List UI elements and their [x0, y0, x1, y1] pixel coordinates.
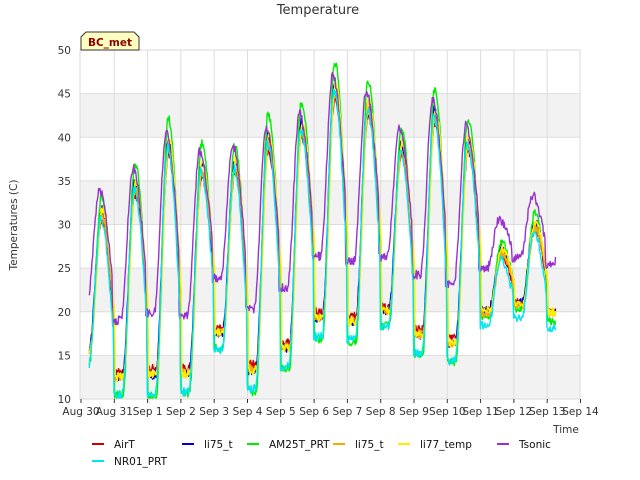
plot-frame — [79, 49, 581, 400]
x-tick-label: Sep 4 — [233, 406, 263, 418]
legend-label: Tsonic — [518, 439, 551, 451]
legend-label: AM25T_PRT — [269, 439, 330, 451]
x-tick-label: Sep 1 — [133, 406, 163, 418]
y-tick-label: 45 — [58, 89, 71, 101]
y-tick-label: 15 — [58, 350, 71, 362]
x-tick-label: Sep 9 — [399, 406, 429, 418]
x-tick-label: Sep 14 — [562, 406, 599, 418]
x-tick-label: Aug 31 — [96, 406, 133, 418]
x-tick-label: Sep 3 — [199, 406, 229, 418]
y-tick-label: 30 — [58, 220, 71, 232]
y-axis: 10 15 20 25 30 35 40 45 50 — [58, 45, 71, 406]
plot-band — [80, 355, 580, 399]
x-axis-label: Time — [552, 424, 579, 436]
x-tick-label: Sep 12 — [496, 406, 533, 418]
legend-label: NR01_PRT — [114, 456, 168, 468]
legend-label: AirT — [114, 439, 135, 451]
legend-label: li77_temp — [420, 439, 472, 451]
badge: BC_met — [80, 31, 140, 51]
plot-area — [88, 62, 557, 400]
x-tick-label: Sep 5 — [266, 406, 296, 418]
x-tick-label: Aug 30 — [62, 406, 99, 418]
y-tick-label: 40 — [58, 132, 71, 144]
y-tick-label: 20 — [58, 307, 71, 319]
series-line — [88, 71, 557, 326]
x-tick-label: Sep 7 — [332, 406, 362, 418]
legend-label: li75_t — [204, 439, 233, 451]
y-tick-label: 35 — [58, 176, 71, 188]
y-tick-label: 10 — [58, 394, 71, 406]
chart-title: Temperature — [276, 3, 359, 18]
series-line — [88, 88, 557, 400]
x-tick-label: Sep 2 — [166, 406, 196, 418]
legend-label: li75_t — [355, 439, 384, 451]
x-tick-label: Sep 11 — [462, 406, 499, 418]
y-tick-label: 25 — [58, 263, 71, 275]
x-tick-label: Sep 6 — [299, 406, 329, 418]
y-axis-label: Temperatures (C) — [8, 180, 20, 272]
badge-shape — [80, 31, 140, 51]
x-tick-label: Sep 13 — [529, 406, 566, 418]
x-tick-label: Sep 8 — [366, 406, 396, 418]
y-tick-label: 50 — [58, 45, 71, 57]
legend: AirT li75_t AM25T_PRT li75_t li77_temp Tsonic… — [92, 439, 551, 468]
x-tick-label: Sep 10 — [429, 406, 466, 418]
badge-label: BC_met — [88, 37, 132, 49]
